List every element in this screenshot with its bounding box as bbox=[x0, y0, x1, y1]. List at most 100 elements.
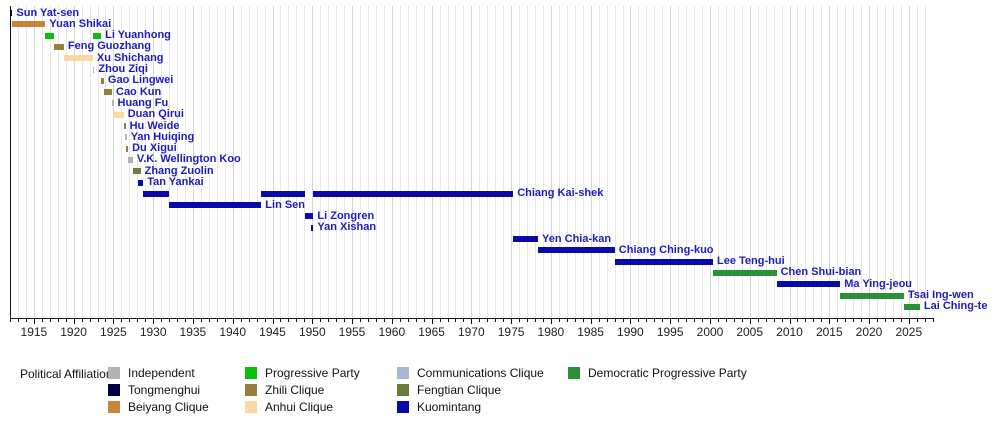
gridline bbox=[153, 6, 155, 318]
gridline bbox=[765, 6, 767, 318]
gridline bbox=[829, 6, 831, 318]
timeline-bar bbox=[138, 179, 144, 186]
axis-tick bbox=[232, 319, 234, 324]
leader-label[interactable]: Tsai Ing-wen bbox=[907, 289, 974, 301]
axis-tick bbox=[352, 319, 353, 324]
axis-tick bbox=[670, 319, 672, 324]
axis-tick bbox=[590, 319, 592, 324]
gridline bbox=[511, 6, 513, 318]
leader-label[interactable]: Duan Qirui bbox=[127, 108, 184, 121]
leader-label[interactable]: Feng Guozhang bbox=[67, 40, 151, 53]
leader-label[interactable]: Xu Shichang bbox=[96, 51, 164, 64]
axis-tick bbox=[415, 319, 417, 322]
axis-tick-label: 1990 bbox=[617, 325, 644, 339]
legend-item-label: Beiyang Clique bbox=[128, 400, 209, 414]
axis-tick bbox=[511, 319, 513, 324]
gridline bbox=[590, 6, 592, 318]
axis-tick bbox=[503, 319, 505, 322]
gridline bbox=[41, 6, 43, 318]
axis-tick bbox=[829, 319, 831, 324]
axis-tick bbox=[296, 319, 298, 322]
leader-label[interactable]: Yan Huiqing bbox=[130, 130, 195, 143]
leader-label[interactable]: Yuan Shikai bbox=[49, 17, 112, 30]
leader-label[interactable]: Yen Chia-kan bbox=[542, 232, 612, 245]
legend-item-label: Progressive Party bbox=[265, 366, 360, 380]
gridline bbox=[503, 6, 505, 318]
gridline bbox=[574, 6, 576, 318]
axis-tick bbox=[566, 319, 568, 322]
gridline bbox=[479, 6, 481, 318]
x-axis-line bbox=[10, 318, 934, 319]
axis-tick-label: 2015 bbox=[815, 325, 843, 339]
timeline-bar bbox=[10, 10, 13, 16]
axis-tick bbox=[487, 319, 489, 322]
gridline bbox=[900, 6, 902, 318]
gridline bbox=[877, 6, 878, 318]
gridline bbox=[622, 6, 624, 318]
leader-label[interactable]: Lee Teng-hui bbox=[717, 255, 785, 268]
timeline-bar bbox=[713, 269, 777, 276]
axis-tick bbox=[622, 319, 624, 322]
gridline bbox=[360, 6, 361, 318]
leader-label[interactable]: V.K. Wellington Koo bbox=[136, 153, 241, 166]
axis-tick bbox=[367, 319, 369, 322]
legend-item-label: Tongmenghui bbox=[128, 383, 201, 397]
axis-tick bbox=[280, 319, 282, 322]
timeline-bar bbox=[112, 111, 124, 118]
leader-label[interactable]: Chen Shui-bian bbox=[780, 266, 862, 279]
gridline bbox=[121, 6, 123, 318]
leader-label[interactable]: Zhou Ziqi bbox=[98, 63, 148, 75]
leader-label[interactable]: Sun Yat-sen bbox=[16, 6, 80, 19]
gridline bbox=[208, 6, 210, 318]
gridline bbox=[447, 6, 449, 318]
axis-tick-label: 1940 bbox=[219, 325, 247, 339]
leader-label[interactable]: Gao Lingwei bbox=[107, 74, 174, 87]
leader-label[interactable]: Yan Xishan bbox=[317, 221, 377, 234]
axis-tick bbox=[662, 319, 664, 322]
axis-tick bbox=[105, 319, 107, 322]
gridline bbox=[805, 6, 807, 318]
leader-label[interactable]: Lin Sen bbox=[265, 198, 306, 211]
gridline bbox=[185, 6, 186, 318]
gridline bbox=[924, 6, 926, 318]
leader-label[interactable]: Li Zongren bbox=[317, 209, 375, 222]
gridline bbox=[33, 6, 35, 318]
gridline bbox=[272, 6, 274, 318]
gridline bbox=[137, 6, 139, 318]
gridline bbox=[630, 6, 632, 318]
timeline-bar bbox=[614, 258, 713, 265]
axis-tick bbox=[916, 319, 918, 322]
leader-label[interactable]: Hu Weide bbox=[129, 119, 180, 132]
gridline bbox=[25, 6, 27, 318]
axis-tick-label: 1915 bbox=[20, 325, 48, 339]
leader-label[interactable]: Du Xigui bbox=[132, 142, 177, 155]
leader-label[interactable]: Li Yuanhong bbox=[105, 29, 171, 42]
axis-tick bbox=[710, 319, 711, 324]
leader-label[interactable]: Huang Fu bbox=[117, 96, 169, 109]
axis-tick bbox=[805, 319, 807, 322]
leader-label[interactable]: Cao Kun bbox=[116, 85, 162, 98]
axis-tick bbox=[81, 319, 83, 322]
axis-tick bbox=[646, 319, 648, 322]
legend-swatch bbox=[568, 367, 580, 379]
leader-label[interactable]: Zhang Zuolin bbox=[144, 164, 214, 177]
axis-tick bbox=[892, 319, 894, 322]
leader-label[interactable]: Chiang Kai-shek bbox=[517, 187, 604, 200]
axis-tick bbox=[535, 319, 536, 322]
axis-tick bbox=[18, 319, 19, 322]
leader-label[interactable]: Ma Ying-jeou bbox=[844, 277, 913, 290]
leader-label[interactable]: Chiang Ching-kuo bbox=[618, 243, 714, 256]
leader-label[interactable]: Tan Yankai bbox=[147, 176, 204, 188]
gridline bbox=[519, 6, 521, 318]
axis-tick-label: 1920 bbox=[60, 325, 87, 339]
gridline bbox=[638, 6, 640, 318]
axis-tick bbox=[606, 319, 608, 322]
axis-tick bbox=[447, 319, 449, 322]
axis-tick bbox=[360, 319, 361, 322]
axis-tick bbox=[598, 319, 600, 322]
axis-tick bbox=[121, 319, 123, 322]
gridline bbox=[471, 6, 473, 318]
gridline bbox=[49, 6, 51, 318]
gridline bbox=[686, 6, 688, 318]
leader-label[interactable]: Lai Ching-te bbox=[923, 300, 988, 313]
